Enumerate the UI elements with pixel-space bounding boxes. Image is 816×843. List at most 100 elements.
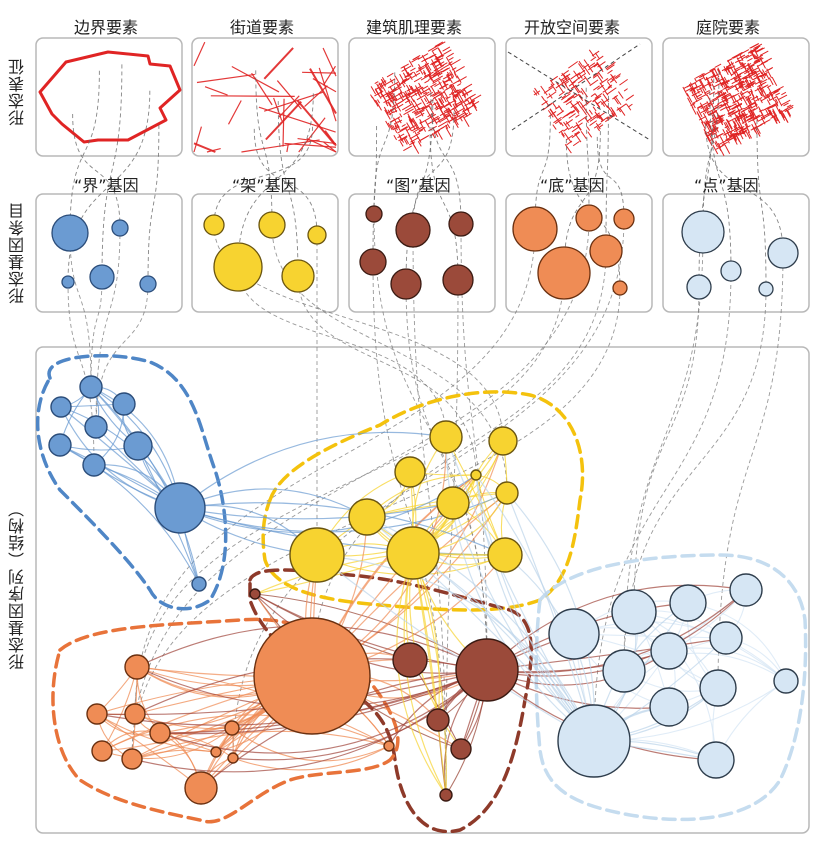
gene-circle-tu-4	[390, 268, 422, 300]
network-node-jie-2	[112, 392, 136, 416]
network-node-dian-45	[649, 687, 689, 727]
gene-circle-jia-3	[213, 242, 263, 292]
gene-circle-dian-0	[681, 210, 725, 254]
network-node-tu-24	[439, 788, 453, 802]
row-label-gene-entries: 形态基因条目	[8, 202, 27, 304]
column-title-building: 建筑肌理要素	[366, 18, 463, 37]
network-node-dian-47	[557, 704, 631, 778]
network-node-jia-18	[487, 537, 523, 573]
network-node-dian-42	[650, 632, 688, 670]
network-node-jia-11	[394, 456, 426, 488]
representation-panel-street	[191, 37, 339, 157]
network-node-jie-1	[50, 396, 72, 418]
hull-jie	[36, 353, 228, 611]
gene-circle-tu-0	[365, 205, 383, 223]
network-node-tu-21	[455, 638, 519, 702]
network-node-dian-40	[729, 573, 763, 607]
column-title-street: 街道要素	[230, 18, 295, 37]
gene-label-di: “底”基因	[540, 176, 605, 195]
gene-circle-jie-4	[139, 275, 157, 293]
network-node-di-34	[227, 752, 239, 764]
hull-dian	[534, 553, 808, 822]
network-node-jia-14	[436, 486, 470, 520]
gene-circle-tu-1	[395, 212, 431, 248]
network-nodes	[48, 375, 799, 805]
gene-panel-street	[191, 193, 339, 313]
network-node-jia-12	[470, 469, 482, 481]
gene-circle-jie-2	[61, 275, 75, 289]
gene-circle-jia-2	[307, 225, 327, 245]
network-node-di-25	[253, 617, 371, 735]
network-node-dian-39	[669, 584, 707, 622]
column-title-boundary: 边界要素	[74, 18, 139, 37]
open-space-texture	[533, 49, 635, 154]
gene-entry-circles	[51, 204, 799, 300]
network-node-jie-8	[191, 576, 207, 592]
gene-label-jie: “界”基因	[74, 176, 139, 195]
gene-circle-jia-4	[281, 259, 315, 293]
street-network	[193, 41, 337, 153]
gene-circle-tu-3	[359, 248, 387, 276]
gene-circle-dian-3	[686, 274, 712, 300]
network-node-jie-6	[82, 453, 106, 477]
gene-panel-boundary	[35, 193, 183, 313]
mapping-dashed-links	[67, 64, 784, 796]
gene-label-dian: “点”基因	[694, 176, 759, 195]
network-node-di-30	[91, 740, 113, 762]
gene-circle-jia-1	[258, 211, 286, 239]
column-title-open-space: 开放空间要素	[524, 18, 621, 37]
network-node-jie-7	[154, 482, 206, 534]
network-node-dian-43	[709, 621, 743, 655]
network-node-dian-41	[602, 649, 646, 693]
network-node-di-26	[124, 654, 150, 680]
gene-circle-di-1	[575, 204, 603, 232]
gene-circle-di-2	[613, 208, 635, 230]
network-node-di-29	[149, 722, 171, 744]
column-title-courtyard: 庭院要素	[696, 18, 761, 37]
gene-circle-dian-1	[767, 237, 799, 269]
network-node-di-36	[383, 740, 395, 752]
network-node-dian-38	[611, 589, 657, 635]
gene-circle-tu-2	[448, 211, 474, 237]
network-node-dian-44	[699, 669, 737, 707]
gene-circle-di-0	[512, 206, 558, 252]
gene-label-tu: “图”基因	[386, 176, 451, 195]
courtyard-texture	[682, 43, 794, 157]
network-node-jia-16	[289, 527, 345, 583]
network-node-di-32	[224, 720, 240, 736]
gene-circle-jie-0	[51, 214, 89, 252]
network-node-dian-48	[697, 741, 735, 779]
gene-circle-dian-2	[720, 260, 742, 282]
network-node-jie-0	[79, 375, 103, 399]
gene-circle-di-3	[589, 234, 623, 268]
network-node-tu-22	[426, 708, 450, 732]
representation-panel-open	[505, 37, 653, 157]
network-node-di-28	[124, 703, 146, 725]
boundary-outline	[38, 50, 182, 144]
gene-label-jia: “架”基因	[232, 176, 297, 195]
hull-jia	[261, 390, 585, 612]
network-node-di-33	[210, 746, 222, 758]
row-label-gene-sequence: 形态基因序列（结构）	[8, 500, 27, 670]
network-node-jie-4	[48, 433, 72, 457]
gene-circle-tu-5	[442, 264, 474, 296]
gene-circle-dian-4	[758, 281, 774, 297]
network-node-jia-13	[495, 481, 519, 505]
gene-circle-di-4	[537, 246, 591, 300]
network-node-di-31	[121, 748, 143, 770]
network-node-jie-5	[123, 431, 153, 461]
network-node-dian-46	[773, 668, 799, 694]
row-label-representation: 形态表征	[8, 58, 27, 126]
network-node-tu-20	[392, 642, 428, 678]
gene-circle-jie-3	[89, 264, 115, 290]
hull-di	[51, 617, 400, 824]
gene-circle-jia-0	[203, 214, 225, 236]
network-node-jia-15	[348, 498, 386, 536]
gene-circle-jie-1	[111, 219, 129, 237]
network-node-jia-17	[386, 526, 440, 580]
network-node-jie-3	[84, 415, 108, 439]
network-node-jia-10	[488, 426, 518, 456]
network-node-tu-19	[249, 588, 261, 600]
network-node-jia-9	[429, 420, 463, 454]
